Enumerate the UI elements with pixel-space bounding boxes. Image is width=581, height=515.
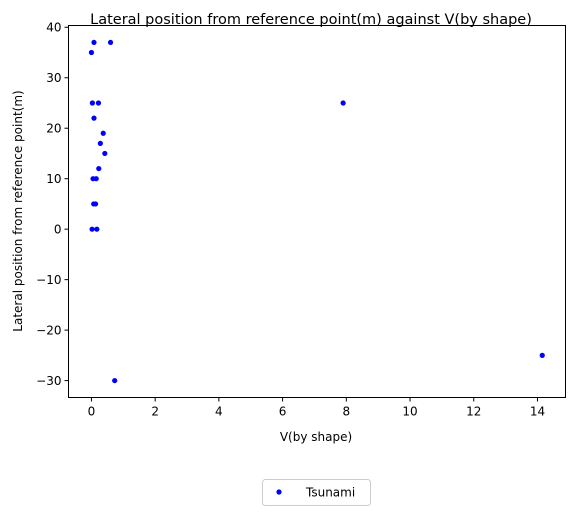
- legend-marker: [276, 489, 281, 494]
- data-point: [98, 141, 103, 146]
- x-tick-label: 4: [215, 405, 223, 419]
- legend-label-tsunami: Tsunami: [305, 486, 355, 500]
- data-point: [90, 100, 95, 105]
- data-point: [540, 353, 545, 358]
- x-tick-label: 14: [530, 405, 545, 419]
- data-point: [94, 176, 99, 181]
- plot-area: [69, 26, 566, 398]
- data-point: [94, 227, 99, 232]
- x-tick-label: 10: [402, 405, 417, 419]
- x-tick-label: 8: [342, 405, 350, 419]
- data-point: [91, 40, 96, 45]
- data-point: [102, 151, 107, 156]
- y-axis-label: Lateral position from reference point(m): [11, 90, 25, 331]
- data-point: [108, 40, 113, 45]
- y-tick-label: 30: [46, 71, 61, 85]
- data-point: [101, 131, 106, 136]
- x-tick-label: 6: [279, 405, 287, 419]
- data-point: [341, 100, 346, 105]
- data-point: [89, 50, 94, 55]
- y-tick-label: −10: [36, 273, 61, 287]
- data-point: [89, 227, 94, 232]
- y-tick-label: −20: [36, 323, 61, 337]
- legend: Tsunami: [263, 480, 371, 506]
- x-tick-label: 0: [88, 405, 96, 419]
- y-tick-label: 0: [54, 222, 62, 236]
- y-axis: −30 −20 −10 0 10 20 30 40: [36, 21, 68, 388]
- data-points: [89, 40, 545, 383]
- x-tick-label: 2: [151, 405, 159, 419]
- x-axis-label: V(by shape): [280, 430, 352, 444]
- data-point: [112, 378, 117, 383]
- data-point: [91, 116, 96, 121]
- y-tick-label: 10: [46, 172, 61, 186]
- x-axis: 0 2 4 6 8 10 12 14: [88, 398, 545, 419]
- data-point: [96, 166, 101, 171]
- y-tick-label: 20: [46, 122, 61, 136]
- x-tick-label: 12: [466, 405, 481, 419]
- y-tick-label: 40: [46, 21, 61, 35]
- data-point: [93, 201, 98, 206]
- data-point: [96, 100, 101, 105]
- y-tick-label: −30: [36, 374, 61, 388]
